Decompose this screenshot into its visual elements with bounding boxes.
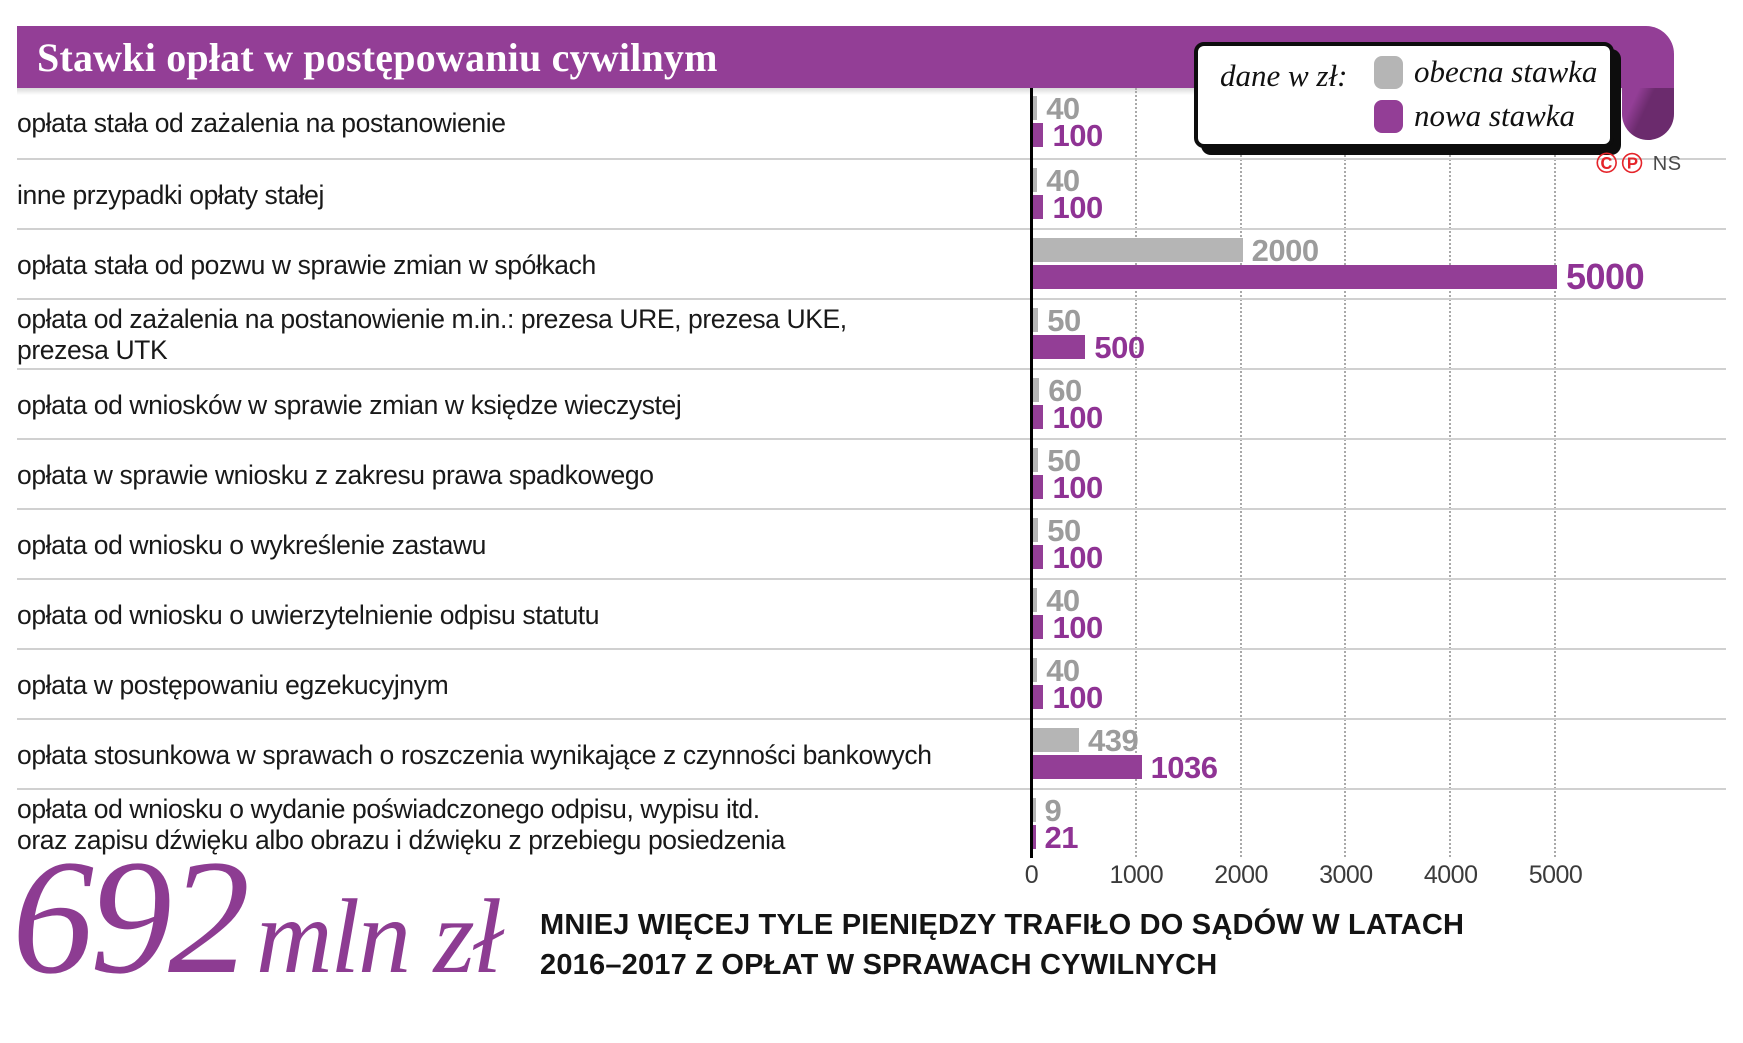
value-current: 60 [1048, 373, 1082, 408]
x-axis-tick-label: 3000 [1319, 861, 1373, 889]
category-label: opłata stała od pozwu w sprawie zmian w … [17, 249, 596, 280]
bar-current [1033, 798, 1036, 822]
chart-row: opłata stała od pozwu w sprawie zmian w … [17, 228, 1726, 300]
bar-new [1033, 545, 1044, 569]
category-label: opłata od wniosku o uwierzytelnienie odp… [17, 599, 600, 630]
category-label: opłata w sprawie wniosku z zakresu prawa… [17, 459, 654, 490]
bar-current [1033, 96, 1038, 120]
bar-current [1033, 518, 1039, 542]
y-axis-line [1030, 88, 1033, 858]
bar-current [1033, 168, 1038, 192]
bar-new [1033, 685, 1044, 709]
value-current: 40 [1046, 91, 1080, 126]
category-label: opłata w postępowaniu egzekucyjnym [17, 669, 449, 700]
value-current: 9 [1044, 793, 1062, 828]
bar-new [1033, 265, 1557, 289]
value-new: 100 [1052, 610, 1103, 645]
category-label: opłata od wniosku o wydanie poświadczone… [17, 794, 785, 855]
summary-line-1: MNIEJ WIĘCEJ TYLE PIENIĘDZY TRAFIŁO DO S… [540, 909, 1465, 941]
value-new: 100 [1052, 470, 1103, 505]
chart-row: opłata od wniosku o uwierzytelnienie odp… [17, 578, 1726, 650]
phonogram-icon: ℗ [1621, 148, 1643, 180]
legend-item-current: obecna stawka [1414, 54, 1598, 89]
credit: © ℗ NS [1596, 150, 1682, 179]
bar-new [1033, 755, 1142, 779]
value-current: 50 [1047, 443, 1081, 478]
big-number: 692mln zł [12, 836, 502, 1000]
category-label: opłata od wniosku o wykreślenie zastawu [17, 529, 487, 560]
value-new: 500 [1094, 330, 1145, 365]
bar-current [1033, 448, 1039, 472]
legend-caption: dane w zł: [1220, 58, 1348, 93]
bar-new [1033, 615, 1044, 639]
bar-current [1033, 378, 1040, 402]
chart-row: opłata od wniosków w sprawie zmian w ksi… [17, 368, 1726, 440]
chart-row: inne przypadki opłaty stałej 40 100 [17, 158, 1726, 230]
page-title: Stawki opłat w postępowaniu cywilnym [37, 34, 718, 80]
summary-line-2: 2016–2017 Z OPŁAT W SPRAWACH CYWILNYCH [540, 949, 1218, 981]
category-label: inne przypadki opłaty stałej [17, 179, 324, 210]
value-current: 2000 [1251, 233, 1319, 268]
gridline-4000 [1449, 88, 1452, 857]
bar-current [1033, 658, 1038, 682]
gridline-2000 [1239, 88, 1242, 857]
value-current: 50 [1047, 303, 1081, 338]
x-axis-tick-label: 0 [1024, 861, 1039, 889]
bar-current [1033, 308, 1039, 332]
legend-box: dane w zł: obecna stawka nowa stawka [1194, 42, 1614, 148]
value-new: 100 [1052, 540, 1103, 575]
bar-current [1033, 728, 1079, 752]
value-new: 100 [1052, 400, 1103, 435]
bar-new [1033, 195, 1044, 219]
big-number-value: 692 [12, 827, 250, 1008]
gridline-1000 [1134, 88, 1137, 857]
chart-row: opłata stała od zażalenia na postanowien… [17, 88, 1726, 158]
legend-swatch-new-icon [1374, 100, 1403, 133]
chart-row: opłata od wniosku o wykreślenie zastawu 5… [17, 508, 1726, 580]
value-new: 21 [1044, 820, 1079, 855]
bar-new [1033, 475, 1044, 499]
category-label: opłata od wniosków w sprawie zmian w ksi… [17, 389, 682, 420]
copyright-icon: © [1596, 148, 1618, 180]
summary-description: MNIEJ WIĘCEJ TYLE PIENIĘDZY TRAFIŁO DO S… [540, 905, 1464, 985]
legend-item-new: nowa stawka [1414, 98, 1576, 133]
gridline-3000 [1344, 88, 1347, 857]
bar-current [1033, 238, 1243, 262]
value-new: 100 [1052, 190, 1103, 225]
big-number-unit: mln zł [256, 878, 502, 995]
x-axis-tick-label: 5000 [1528, 861, 1583, 889]
bar-new [1033, 405, 1044, 429]
bar-new [1033, 123, 1044, 147]
x-axis-tick-label: 2000 [1214, 861, 1268, 889]
value-current: 40 [1046, 583, 1080, 618]
legend-swatch-current-icon [1374, 56, 1403, 89]
category-label: opłata stosunkowa w sprawach o roszczeni… [17, 739, 932, 770]
credit-initials: NS [1652, 153, 1682, 175]
gridline-5000 [1554, 88, 1556, 857]
chart-row: opłata w sprawie wniosku z zakresu prawa… [17, 438, 1726, 510]
chart-row: opłata od wniosku o wydanie poświadczone… [17, 788, 1726, 860]
value-current: 439 [1088, 723, 1139, 758]
x-axis-tick-label: 1000 [1109, 861, 1164, 889]
category-label: opłata od zażalenia na postanowienie m.i… [17, 304, 847, 365]
header-band-shadow [17, 88, 1674, 95]
x-axis-tick-label: 4000 [1423, 861, 1478, 889]
chart-row: opłata w postępowaniu egzekucyjnym 40 100 [17, 648, 1726, 720]
value-new: 5000 [1566, 256, 1645, 297]
value-current: 40 [1046, 653, 1080, 688]
value-current: 40 [1046, 163, 1080, 198]
bar-new [1033, 825, 1036, 849]
bar-current [1033, 588, 1038, 612]
chart-row: opłata stosunkowa w sprawach o roszczeni… [17, 718, 1726, 790]
bar-new [1033, 335, 1086, 359]
value-current: 50 [1047, 513, 1081, 548]
value-new: 100 [1052, 118, 1103, 153]
value-new: 1036 [1150, 750, 1218, 785]
chart-row: opłata od zażalenia na postanowienie m.i… [17, 298, 1726, 370]
value-new: 100 [1052, 680, 1103, 715]
category-label: opłata stała od zażalenia na postanowien… [17, 107, 506, 138]
